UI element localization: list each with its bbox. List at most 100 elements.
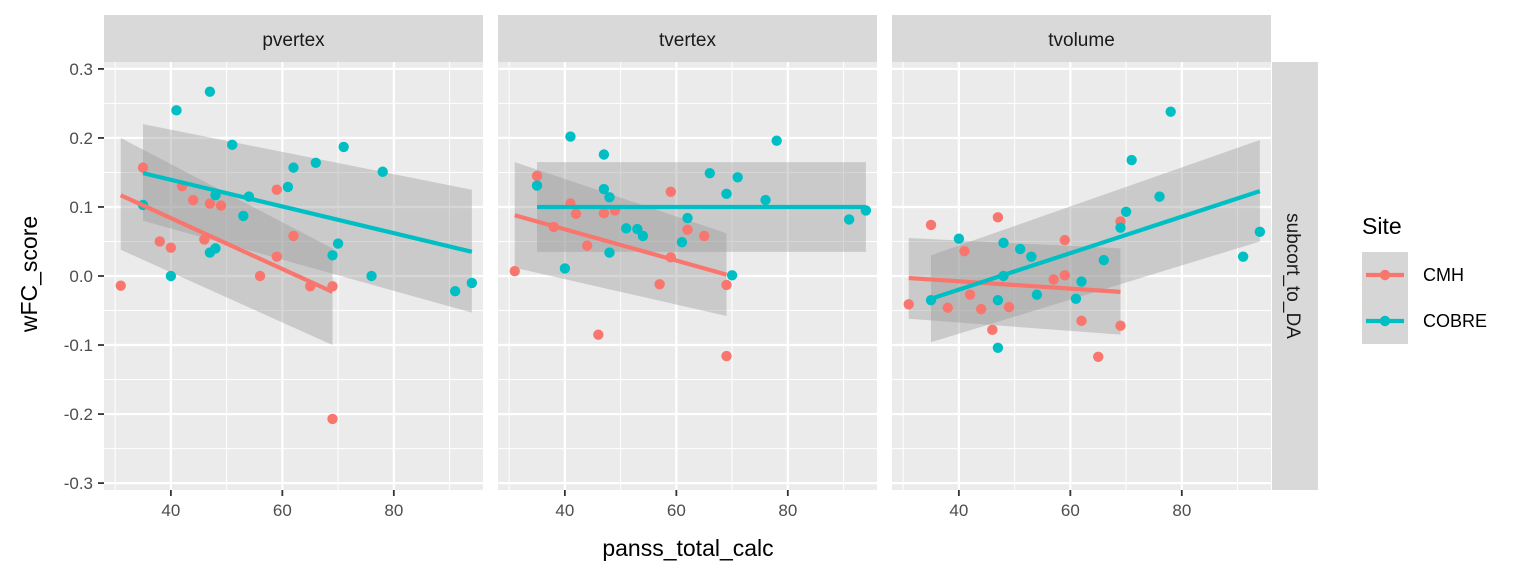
data-point-cmh [204, 198, 216, 209]
data-point-cmh [1048, 274, 1059, 285]
data-point-cmh [1059, 234, 1070, 246]
data-point-cobre [310, 157, 321, 168]
legend-key-point [1379, 315, 1391, 327]
facet-strip-label: tvolume [1048, 30, 1115, 51]
data-point-cmh [137, 162, 149, 173]
data-point-cobre [226, 139, 238, 151]
y-axis-title: wFC_score [16, 216, 42, 333]
facet-strip-label: pvertex [262, 30, 325, 51]
data-point-cmh [570, 208, 582, 220]
data-point-cmh [154, 236, 165, 247]
data-point-cmh [215, 200, 227, 211]
data-point-cobre [620, 223, 632, 234]
data-point-cmh [925, 219, 937, 231]
x-tick-label: 60 [1061, 501, 1080, 520]
fit-line-cmh [908, 275, 1121, 294]
data-point-cobre [1031, 289, 1043, 300]
data-point-cmh [959, 245, 970, 257]
data-point-cobre [682, 212, 693, 224]
data-point-cmh [115, 280, 126, 291]
data-point-cmh [721, 350, 732, 362]
data-point-cmh [165, 242, 177, 253]
y-tick-label: -0.3 [64, 474, 93, 493]
data-point-cobre [604, 192, 615, 203]
x-tick-label: 40 [161, 501, 180, 520]
panels-layer: pvertex tvertex tvolume [104, 15, 1271, 490]
legend-title: Site [1362, 213, 1402, 239]
data-point-cobre [1237, 251, 1249, 262]
x-tick-label: 80 [1172, 501, 1191, 520]
data-point-cobre [953, 233, 965, 244]
data-point-cobre [771, 135, 782, 146]
fit-line-cmh [514, 213, 728, 277]
data-point-cmh [903, 299, 914, 310]
panel-pvertex: pvertex [104, 15, 483, 490]
data-point-cobre [1120, 206, 1132, 217]
data-point-cmh [975, 303, 987, 315]
fit-line-cobre [142, 171, 473, 254]
data-point-cobre [531, 180, 543, 191]
data-point-cobre [1014, 243, 1026, 255]
x-tick-label: 40 [555, 501, 574, 520]
data-point-cmh [1076, 315, 1087, 327]
legend-label: CMH [1423, 265, 1464, 285]
data-point-cobre [637, 230, 649, 242]
data-point-cobre [1115, 222, 1126, 233]
y-tick-label: 0.3 [69, 60, 93, 79]
data-point-cobre [449, 285, 461, 297]
panel-tvolume: tvolume [892, 15, 1271, 490]
data-point-cmh [509, 265, 520, 277]
data-point-cobre [565, 131, 576, 142]
data-point-cobre [1254, 226, 1266, 238]
data-point-cobre [998, 237, 1009, 249]
row-facet-strip: subcort_to_DA [1272, 62, 1318, 490]
data-point-cmh [987, 324, 998, 336]
row-strip-label: subcort_to_DA [1282, 213, 1303, 339]
data-point-cmh [992, 212, 1004, 223]
data-point-cobre [282, 181, 294, 193]
panel-tvertex: tvertex [498, 15, 877, 490]
data-point-cobre [1154, 191, 1165, 202]
axes-layer: 40 60 80 40 60 80 40 60 80 -0.3 -0.2 -0.1 0.0 0.1 0.2 0… [64, 60, 1318, 520]
data-point-cobre [377, 166, 388, 177]
data-point-cobre [598, 149, 610, 160]
x-tick-label: 80 [384, 501, 403, 520]
data-point-cobre [992, 294, 1004, 306]
data-point-cobre [604, 247, 615, 258]
data-point-cmh [581, 240, 593, 251]
data-point-cobre [1165, 106, 1176, 117]
data-point-cobre [338, 141, 349, 153]
data-point-cobre [238, 210, 249, 222]
data-point-cobre [466, 277, 478, 289]
data-point-cmh [964, 289, 976, 300]
data-point-cobre [732, 172, 743, 183]
data-point-cmh [254, 270, 266, 282]
data-point-cobre [288, 162, 299, 173]
y-tick-label: 0.1 [69, 198, 93, 217]
data-point-cmh [598, 207, 610, 219]
x-tick-label: 60 [667, 501, 686, 520]
data-point-cmh [654, 279, 665, 290]
data-point-cmh [665, 186, 676, 197]
data-point-cmh [593, 329, 604, 340]
legend: Site CMH COBRE [1362, 213, 1487, 344]
legend-entry-cmh: CMH [1362, 252, 1464, 298]
data-point-cmh [288, 230, 299, 242]
x-tick-label: 80 [778, 501, 797, 520]
legend-key-point [1379, 269, 1391, 281]
data-point-cobre [632, 223, 643, 235]
data-point-cmh [271, 251, 282, 262]
legend-entry-cobre: COBRE [1362, 298, 1487, 344]
data-point-cobre [327, 250, 338, 261]
data-point-cmh [942, 302, 953, 313]
data-point-cmh [531, 170, 543, 182]
data-point-cobre [1026, 251, 1037, 262]
data-point-cobre [171, 105, 182, 116]
data-point-cmh [1003, 301, 1015, 313]
data-point-cmh [1059, 270, 1070, 281]
data-point-cobre [366, 270, 377, 282]
data-point-cobre [704, 167, 715, 179]
data-point-cmh [187, 194, 199, 206]
x-tick-label: 60 [273, 501, 292, 520]
facet-strip [498, 15, 877, 62]
